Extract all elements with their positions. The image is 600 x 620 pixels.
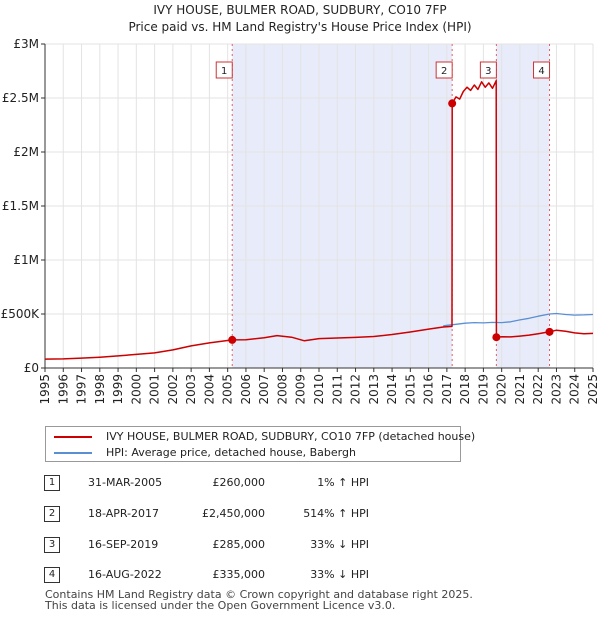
- x-tick-label: 1996: [56, 374, 70, 405]
- x-tick-label: 2003: [184, 374, 198, 405]
- x-tick-label: 2023: [549, 374, 563, 405]
- footer-licence: This data is licensed under the Open Gov…: [45, 599, 396, 612]
- marker-box: [435, 61, 453, 79]
- y-tick-label: £2M: [13, 145, 39, 159]
- series-line-hpi: [443, 312, 594, 327]
- x-tick-label: 2001: [148, 374, 162, 405]
- x-tick-label: 2004: [202, 374, 216, 405]
- legend-swatch-hpi: [54, 451, 92, 454]
- chart-title: IVY HOUSE, BULMER ROAD, SUDBURY, CO10 7F…: [153, 3, 446, 17]
- legend-swatch-property: [54, 435, 92, 438]
- legend-label-hpi: HPI: Average price, detached house, Babe…: [106, 446, 356, 459]
- x-tick-label: 2009: [294, 374, 308, 405]
- table-row: 4 16-AUG-2022 £335,000 33% ↓ HPI: [0, 567, 600, 587]
- y-tick-label: £1.5M: [2, 199, 39, 213]
- x-tick-label: 2011: [330, 374, 344, 405]
- marker-label: 2: [441, 66, 447, 77]
- transaction-price: £260,000: [212, 476, 266, 489]
- x-tick-label: 2007: [257, 374, 271, 405]
- x-tick-label: 2014: [385, 374, 399, 405]
- x-tick-label: 2020: [495, 374, 509, 405]
- x-tick-label: 2008: [275, 374, 289, 405]
- series-line-property: [44, 79, 594, 360]
- marker-label: 4: [538, 66, 544, 77]
- x-tick-label: 2024: [568, 374, 582, 405]
- legend-item-hpi: HPI: Average price, detached house, Babe…: [54, 446, 356, 459]
- chart: IVY HOUSE, BULMER ROAD, SUDBURY, CO10 7F…: [1, 3, 600, 405]
- x-tick-label: 2019: [476, 374, 490, 405]
- sale-point: [228, 335, 237, 344]
- table-row: 3 16-SEP-2019 £285,000 33% ↓ HPI: [0, 537, 600, 557]
- transaction-hpi-change: 1% ↑ HPI: [317, 476, 369, 489]
- legend: IVY HOUSE, BULMER ROAD, SUDBURY, CO10 7F…: [45, 426, 475, 462]
- footer-copyright: Contains HM Land Registry data © Crown c…: [45, 588, 473, 601]
- x-tick-label: 2002: [166, 374, 180, 405]
- legend-label-property: IVY HOUSE, BULMER ROAD, SUDBURY, CO10 7F…: [106, 430, 476, 443]
- transaction-price: £335,000: [212, 568, 266, 581]
- chart-subtitle: Price paid vs. HM Land Registry's House …: [128, 20, 471, 34]
- x-tick-label: 2012: [349, 374, 363, 405]
- sale-point: [545, 327, 554, 336]
- x-tick-label: 1995: [38, 374, 52, 405]
- marker-label: 3: [485, 66, 491, 77]
- transaction-hpi-change: 514% ↑ HPI: [303, 507, 369, 520]
- x-tick-label: 1997: [75, 374, 89, 405]
- sale-point: [448, 99, 457, 108]
- table-row: 1 31-MAR-2005 £260,000 1% ↑ HPI: [0, 475, 600, 495]
- marker-box: [215, 61, 233, 79]
- y-tick-label: £1M: [13, 253, 39, 267]
- x-tick-label: 2013: [367, 374, 381, 405]
- transaction-date: 18-APR-2017: [88, 507, 160, 520]
- x-tick-label: 1998: [93, 374, 107, 405]
- marker-box: [533, 61, 551, 79]
- transaction-number: 3: [44, 537, 60, 553]
- x-tick-label: 1999: [111, 374, 125, 405]
- x-tick-label: 2017: [440, 374, 454, 405]
- transaction-price: £2,450,000: [202, 507, 265, 520]
- x-tick-label: 2015: [403, 374, 417, 405]
- y-tick-label: £0: [24, 361, 39, 375]
- x-tick-label: 2021: [513, 374, 527, 405]
- sale-point: [492, 333, 501, 342]
- marker-box: [479, 61, 497, 79]
- x-tick-label: 2000: [129, 374, 143, 405]
- x-tick-label: 2018: [458, 374, 472, 405]
- transaction-date: 16-AUG-2022: [88, 568, 162, 581]
- marker-label: 1: [221, 66, 227, 77]
- y-tick-label: £3M: [13, 37, 39, 51]
- x-tick-label: 2010: [312, 374, 326, 405]
- transaction-price: £285,000: [212, 538, 266, 551]
- table-row: 2 18-APR-2017 £2,450,000 514% ↑ HPI: [0, 506, 600, 526]
- y-tick-label: £2.5M: [2, 91, 39, 105]
- transaction-number: 1: [44, 475, 60, 491]
- transaction-hpi-change: 33% ↓ HPI: [310, 538, 369, 551]
- footer: Contains HM Land Registry data © Crown c…: [45, 589, 473, 611]
- transaction-number: 2: [44, 506, 60, 522]
- transaction-date: 16-SEP-2019: [88, 538, 159, 551]
- transaction-hpi-change: 33% ↓ HPI: [310, 568, 369, 581]
- y-tick-label: £500K: [1, 307, 41, 321]
- transaction-date: 31-MAR-2005: [88, 476, 163, 489]
- x-tick-label: 2005: [221, 374, 235, 405]
- x-tick-label: 2022: [531, 374, 545, 405]
- transaction-number: 4: [44, 567, 60, 583]
- x-tick-label: 2025: [586, 374, 600, 405]
- x-tick-label: 2016: [422, 374, 436, 405]
- legend-item-property: IVY HOUSE, BULMER ROAD, SUDBURY, CO10 7F…: [54, 430, 475, 443]
- x-tick-label: 2006: [239, 374, 253, 405]
